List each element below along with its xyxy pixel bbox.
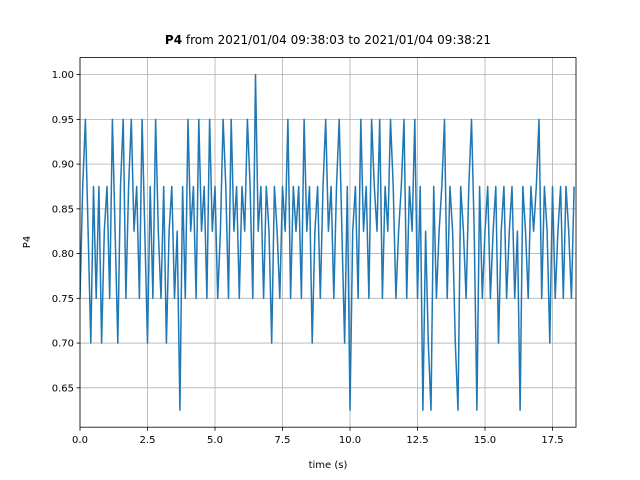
title-bold: P4 bbox=[165, 33, 182, 47]
x-tick-label: 7.5 bbox=[275, 435, 291, 446]
x-axis-label: time (s) bbox=[309, 460, 348, 471]
y-tick-label: 0.85 bbox=[52, 204, 74, 215]
x-tick-label: 2.5 bbox=[140, 435, 156, 446]
y-tick-label: 0.90 bbox=[52, 160, 74, 171]
chart-title: P4 from 2021/01/04 09:38:03 to 2021/01/0… bbox=[165, 33, 491, 47]
y-axis-label: P4 bbox=[22, 236, 33, 248]
x-tick-label: 17.5 bbox=[541, 435, 563, 446]
x-tick-label: 0.0 bbox=[72, 435, 88, 446]
y-tick-label: 0.95 bbox=[52, 115, 74, 126]
y-tick-label: 0.65 bbox=[52, 383, 74, 394]
y-tick-label: 1.00 bbox=[52, 70, 74, 81]
x-tick-label: 10.0 bbox=[339, 435, 361, 446]
y-tick-label: 0.80 bbox=[52, 249, 74, 260]
x-tick-label: 15.0 bbox=[474, 435, 496, 446]
y-tick-label: 0.75 bbox=[52, 294, 74, 305]
y-tick-label: 0.70 bbox=[52, 339, 74, 350]
line-series bbox=[80, 73, 575, 411]
x-tick-label: 5.0 bbox=[207, 435, 223, 446]
title-rest: from 2021/01/04 09:38:03 to 2021/01/04 0… bbox=[186, 33, 491, 47]
x-tick-label: 12.5 bbox=[406, 435, 428, 446]
plot-frame bbox=[79, 57, 577, 428]
